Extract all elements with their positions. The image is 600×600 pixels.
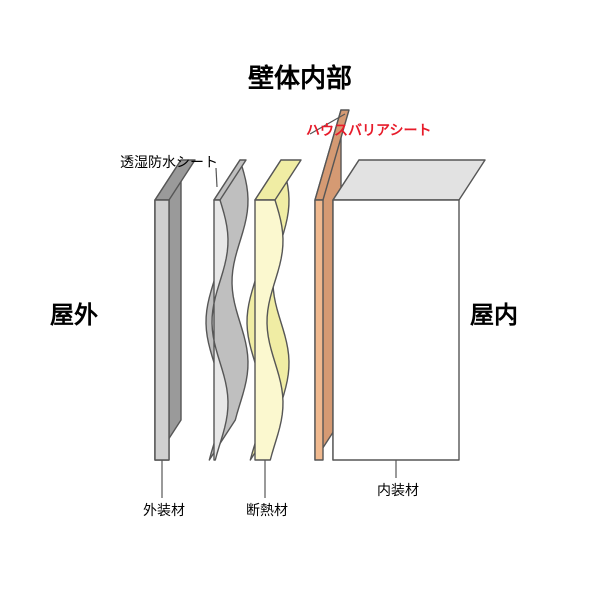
label-interior-material: 内装材 [377, 480, 419, 500]
label-indoor: 屋内 [470, 295, 518, 330]
label-outdoor: 屋外 [50, 295, 98, 330]
label-insulation: 断熱材 [246, 500, 288, 520]
label-breathable-sheet: 透湿防水シート [120, 152, 218, 172]
label-exterior-material: 外装材 [143, 500, 185, 520]
diagram-title: 壁体内部 [0, 58, 600, 95]
label-barrier-sheet: ハウスバリアシート [306, 120, 431, 140]
